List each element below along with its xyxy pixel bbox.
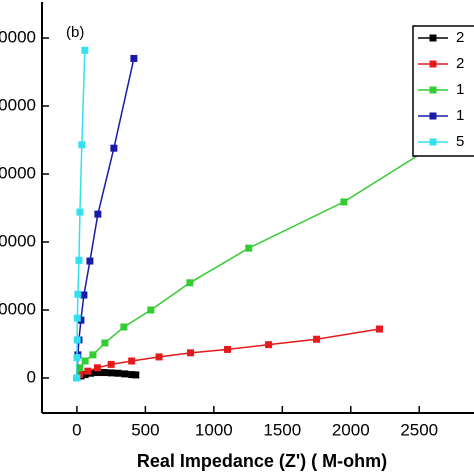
data-point	[94, 210, 102, 218]
data-point	[187, 349, 195, 357]
legend-box	[412, 25, 474, 157]
legend-label: 1	[456, 81, 464, 98]
legend-marker	[429, 60, 437, 68]
data-point	[107, 369, 115, 377]
data-point	[147, 306, 155, 314]
y-tick-label: 30000	[0, 163, 36, 182]
x-tick-label: 1500	[263, 420, 301, 439]
data-point	[84, 367, 92, 375]
x-tick-label: 2500	[400, 420, 438, 439]
data-point	[265, 341, 273, 349]
data-point	[77, 316, 85, 324]
data-point	[81, 357, 89, 365]
data-point	[376, 325, 384, 333]
data-point	[93, 369, 101, 377]
data-point	[73, 374, 81, 382]
data-point	[86, 257, 94, 265]
annotation: (b)	[66, 24, 84, 41]
data-point	[132, 371, 140, 379]
y-tick-label: 0	[27, 367, 36, 386]
data-point	[74, 290, 82, 298]
data-point	[76, 208, 84, 216]
data-point	[89, 351, 97, 359]
data-point	[130, 54, 138, 62]
legend-marker	[429, 138, 437, 146]
data-point	[73, 314, 81, 322]
data-point	[224, 345, 232, 353]
y-tick-label: 10000	[0, 299, 36, 318]
data-point	[73, 354, 81, 362]
data-point	[101, 339, 109, 347]
data-point	[128, 371, 136, 379]
x-tick-label: 500	[131, 420, 159, 439]
data-point	[81, 46, 89, 54]
data-point	[75, 256, 83, 264]
data-point	[76, 364, 84, 372]
data-point	[100, 369, 108, 377]
data-point	[78, 141, 86, 149]
y-tick-label: 40000	[0, 96, 36, 115]
legend-marker	[429, 112, 437, 120]
legend-marker	[429, 34, 437, 42]
data-point	[93, 364, 101, 372]
series-line	[76, 119, 474, 379]
legend-marker	[429, 86, 437, 94]
data-point	[340, 198, 348, 206]
data-point	[155, 353, 163, 361]
data-point	[110, 144, 118, 152]
x-tick-label: 2000	[332, 420, 370, 439]
x-tick-label: 0	[72, 420, 81, 439]
x-tick-label: 1000	[195, 420, 233, 439]
data-point	[128, 357, 136, 365]
data-point	[107, 360, 115, 368]
data-point	[73, 336, 81, 344]
x-axis-label: Real Impedance (Z') ( M-ohm)	[137, 451, 387, 471]
data-point	[80, 291, 88, 299]
data-point	[245, 244, 253, 252]
data-point	[120, 323, 128, 331]
legend-label: 1	[456, 107, 464, 124]
legend-label: 2	[456, 29, 464, 46]
y-tick-label: 20000	[0, 231, 36, 250]
legend-label: 2	[456, 55, 464, 72]
data-point	[114, 369, 122, 377]
data-point	[121, 370, 129, 378]
legend-label: 5	[456, 133, 464, 150]
data-point	[186, 279, 194, 287]
data-point	[313, 335, 321, 343]
